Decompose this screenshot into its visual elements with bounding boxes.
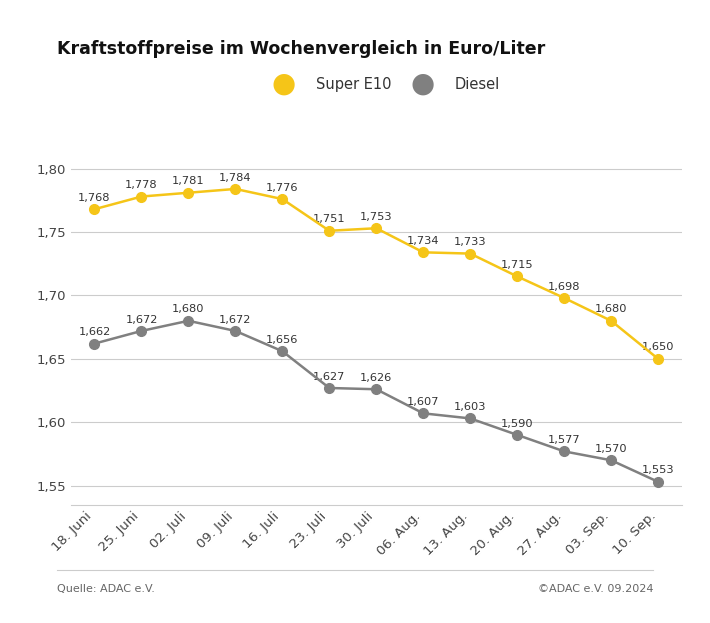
Text: Super E10: Super E10	[316, 77, 391, 92]
Text: 1,627: 1,627	[313, 372, 346, 382]
Text: 1,698: 1,698	[548, 282, 581, 292]
Super E10	[419, 249, 427, 256]
Text: 1,778: 1,778	[125, 180, 158, 190]
Diesel	[466, 415, 474, 422]
Super E10	[184, 189, 192, 196]
Line: Diesel: Diesel	[89, 316, 663, 487]
Text: 1,733: 1,733	[454, 237, 486, 247]
Diesel	[184, 317, 192, 325]
Super E10	[325, 227, 334, 234]
Text: 1,650: 1,650	[642, 343, 674, 353]
Text: 1,603: 1,603	[454, 402, 486, 412]
Text: 1,680: 1,680	[172, 305, 204, 315]
Text: 1,553: 1,553	[642, 465, 674, 475]
Text: 1,607: 1,607	[407, 397, 439, 407]
Text: 1,672: 1,672	[219, 315, 251, 325]
Super E10	[278, 196, 287, 203]
Super E10	[607, 317, 616, 325]
Text: 1,590: 1,590	[501, 419, 533, 429]
Text: ©ADAC e.V. 09.2024: ©ADAC e.V. 09.2024	[537, 584, 653, 594]
Super E10	[372, 224, 381, 232]
Diesel	[137, 327, 146, 335]
Super E10	[231, 185, 240, 193]
Diesel	[607, 457, 616, 464]
Text: Kraftstoffpreise im Wochenvergleich in Euro/Liter: Kraftstoffpreise im Wochenvergleich in E…	[57, 40, 545, 59]
Super E10	[513, 273, 521, 280]
Text: 1,768: 1,768	[78, 193, 111, 203]
Text: 1,672: 1,672	[125, 315, 158, 325]
Text: 1,662: 1,662	[78, 327, 111, 337]
Super E10	[90, 206, 99, 213]
Text: 1,715: 1,715	[501, 260, 533, 270]
Diesel	[654, 478, 662, 485]
Text: 1,784: 1,784	[219, 173, 251, 183]
Diesel	[419, 409, 427, 417]
Text: 1,753: 1,753	[360, 212, 393, 222]
Diesel	[513, 431, 521, 439]
Text: 1,776: 1,776	[266, 183, 299, 193]
Text: 1,656: 1,656	[266, 335, 298, 345]
Text: 1,626: 1,626	[360, 373, 393, 383]
Super E10	[654, 355, 662, 363]
Text: 1,570: 1,570	[595, 444, 628, 454]
Super E10	[466, 250, 474, 257]
Text: 1,781: 1,781	[172, 176, 204, 186]
Text: Diesel: Diesel	[454, 77, 500, 92]
Text: 1,680: 1,680	[595, 305, 628, 315]
Diesel	[560, 448, 569, 455]
Diesel	[90, 340, 99, 348]
Line: Super E10: Super E10	[89, 184, 663, 364]
Text: 1,734: 1,734	[407, 236, 439, 246]
Diesel	[325, 384, 334, 392]
Diesel	[231, 327, 240, 335]
Super E10	[137, 193, 146, 200]
Text: ●: ●	[272, 70, 296, 98]
Text: ●: ●	[410, 70, 435, 98]
Text: 1,751: 1,751	[313, 214, 346, 224]
Super E10	[560, 294, 569, 302]
Diesel	[372, 386, 381, 393]
Diesel	[278, 348, 287, 355]
Text: Quelle: ADAC e.V.: Quelle: ADAC e.V.	[57, 584, 155, 594]
Text: 1,577: 1,577	[548, 435, 581, 445]
